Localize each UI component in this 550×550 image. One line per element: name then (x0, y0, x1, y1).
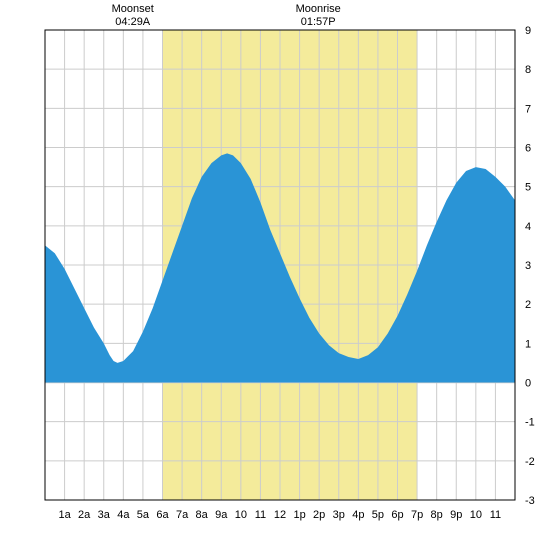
moonrise-label: Moonrise (296, 3, 341, 15)
y-tick-label: 3 (525, 260, 531, 272)
y-tick-label: 9 (525, 25, 531, 37)
y-tick-label: -3 (525, 495, 535, 507)
x-tick-label: 8p (431, 509, 443, 521)
moonset-time: 04:29A (115, 16, 151, 28)
x-tick-label: 1a (58, 509, 71, 521)
moonrise-time: 01:57P (301, 16, 336, 28)
x-tick-label: 9p (450, 509, 462, 521)
x-tick-label: 2a (78, 509, 91, 521)
x-tick-label: 3a (98, 509, 111, 521)
y-tick-label: 8 (525, 64, 531, 76)
x-tick-label: 9a (215, 509, 228, 521)
tide-chart: 1a2a3a4a5a6a7a8a9a1011121p2p3p4p5p6p7p8p… (0, 0, 550, 550)
moonset-label: Moonset (112, 3, 154, 15)
x-tick-label: 4a (117, 509, 130, 521)
x-tick-label: 12 (274, 509, 286, 521)
y-tick-label: 4 (525, 221, 531, 233)
x-tick-label: 7a (176, 509, 189, 521)
x-tick-label: 10 (235, 509, 247, 521)
x-tick-label: 10 (470, 509, 482, 521)
y-tick-label: 5 (525, 182, 531, 194)
chart-svg: 1a2a3a4a5a6a7a8a9a1011121p2p3p4p5p6p7p8p… (0, 0, 550, 550)
y-tick-label: 2 (525, 299, 531, 311)
x-tick-label: 2p (313, 509, 325, 521)
y-tick-label: 0 (525, 378, 531, 390)
x-tick-label: 4p (352, 509, 364, 521)
y-tick-label: -1 (525, 417, 535, 429)
x-tick-label: 11 (255, 509, 266, 521)
x-tick-label: 7p (411, 509, 423, 521)
y-tick-label: -2 (525, 456, 535, 468)
x-tick-label: 11 (490, 509, 501, 521)
x-tick-label: 8a (196, 509, 209, 521)
y-tick-label: 7 (525, 103, 531, 115)
x-tick-label: 6p (391, 509, 403, 521)
y-tick-label: 6 (525, 143, 531, 155)
x-tick-label: 1p (293, 509, 305, 521)
x-tick-label: 3p (333, 509, 345, 521)
x-tick-label: 5a (137, 509, 150, 521)
y-tick-label: 1 (525, 338, 531, 350)
x-tick-label: 6a (156, 509, 169, 521)
x-tick-label: 5p (372, 509, 384, 521)
